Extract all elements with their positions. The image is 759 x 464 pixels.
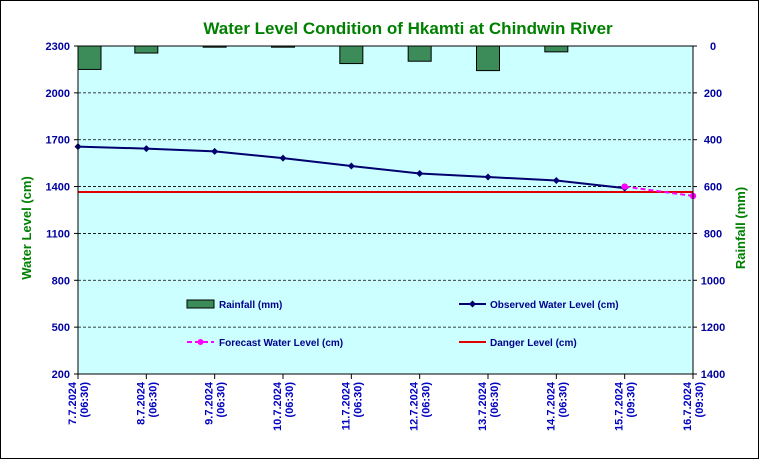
x-tick-label-time: (06:30) bbox=[147, 382, 159, 418]
y-tick-label-left: 2300 bbox=[46, 41, 70, 53]
x-tick-label-time: (06:30) bbox=[421, 382, 433, 418]
legend: Rainfall (mm) Observed Water Level (cm) … bbox=[186, 299, 619, 349]
observed-point bbox=[484, 173, 492, 181]
x-tick-label-date: 7.7.2024 bbox=[67, 381, 79, 425]
x-tick-label-date: 12.7.2024 bbox=[409, 381, 421, 431]
observed-point bbox=[279, 154, 287, 162]
forecast-line bbox=[624, 185, 694, 197]
rainfall-bar bbox=[202, 45, 227, 48]
plot-area bbox=[77, 45, 694, 375]
observed-point bbox=[416, 169, 424, 177]
y-tick-label-left: 200 bbox=[52, 369, 70, 381]
y-tick-label-right: 1000 bbox=[701, 275, 725, 287]
x-tick-label-date: 15.7.2024 bbox=[614, 381, 626, 431]
x-tick-label-date: 16.7.2024 bbox=[682, 381, 694, 431]
legend-label-observed: Observed Water Level (cm) bbox=[490, 300, 619, 311]
y-tick-label-right: 600 bbox=[704, 182, 722, 194]
chart-title: Water Level Condition of Hkamti at Chind… bbox=[203, 19, 613, 38]
rainfall-bar bbox=[339, 45, 364, 65]
y-tick-label-right: 200 bbox=[704, 88, 722, 100]
forecast-series bbox=[621, 183, 697, 200]
x-tick-label-time: (06:30) bbox=[79, 382, 91, 418]
rainfall-bar bbox=[271, 45, 295, 48]
y-tick-label-right: 1200 bbox=[701, 322, 725, 334]
y-axis-right: 0 200 400 600 800 1000 1200 1400 bbox=[692, 41, 725, 381]
x-tick-label-time: (06:30) bbox=[557, 382, 569, 418]
rainfall-bar bbox=[544, 45, 569, 53]
y-tick-label-left: 1100 bbox=[46, 228, 70, 240]
y-axis-left: 2300 2000 1700 1400 1100 800 500 200 bbox=[46, 41, 79, 381]
x-tick-label-time: (06:30) bbox=[284, 382, 296, 418]
observed-point bbox=[142, 145, 150, 153]
y-axis-left-title: Water Level (cm) bbox=[19, 176, 34, 280]
x-tick-label-time: (09:30) bbox=[694, 382, 706, 418]
y-tick-label-left: 500 bbox=[52, 322, 70, 334]
legend-label-rainfall: Rainfall (mm) bbox=[219, 300, 282, 311]
rainfall-bar bbox=[476, 45, 500, 72]
rainfall-bars bbox=[77, 45, 569, 72]
x-tick-label-date: 14.7.2024 bbox=[545, 381, 557, 431]
x-tick-label-date: 9.7.2024 bbox=[204, 381, 216, 425]
legend-label-forecast: Forecast Water Level (cm) bbox=[219, 338, 343, 349]
legend-marker-forecast bbox=[197, 339, 204, 345]
y-tick-label-left: 1400 bbox=[46, 182, 70, 194]
x-tick-label-time: (06:30) bbox=[216, 382, 228, 418]
x-tick-label-time: (09:30) bbox=[626, 382, 638, 418]
x-tick-label-date: 13.7.2024 bbox=[477, 381, 489, 431]
y-tick-label-left: 1700 bbox=[46, 135, 70, 147]
observed-point bbox=[552, 176, 560, 184]
y-axis-right-title: Rainfall (mm) bbox=[733, 187, 748, 269]
y-tick-label-right: 800 bbox=[704, 228, 722, 240]
y-tick-label-left: 800 bbox=[52, 275, 70, 287]
observed-point bbox=[211, 147, 219, 155]
rainfall-bar bbox=[407, 45, 432, 62]
rainfall-bar bbox=[77, 45, 102, 70]
observed-point bbox=[347, 162, 355, 170]
x-tick-label-date: 8.7.2024 bbox=[135, 381, 147, 425]
y-tick-label-left: 2000 bbox=[46, 88, 70, 100]
legend-marker-observed bbox=[469, 300, 476, 308]
rainfall-bar bbox=[134, 45, 159, 54]
y-tick-label-right: 1400 bbox=[701, 369, 725, 381]
x-axis: 7.7.2024 (06:30) 8.7.2024 (06:30) 9.7.2024 (0… bbox=[67, 374, 706, 431]
x-tick-label-date: 11.7.2024 bbox=[340, 381, 352, 430]
forecast-point bbox=[621, 183, 628, 190]
legend-label-danger: Danger Level (cm) bbox=[490, 338, 577, 349]
y-tick-label-right: 0 bbox=[710, 41, 716, 53]
x-tick-label-time: (06:30) bbox=[352, 382, 364, 418]
x-tick-label-date: 10.7.2024 bbox=[272, 381, 284, 431]
legend-swatch-rainfall bbox=[186, 299, 215, 309]
x-tick-label-time: (06:30) bbox=[489, 382, 501, 418]
gridlines bbox=[78, 92, 693, 328]
y-tick-label-right: 400 bbox=[704, 135, 722, 147]
